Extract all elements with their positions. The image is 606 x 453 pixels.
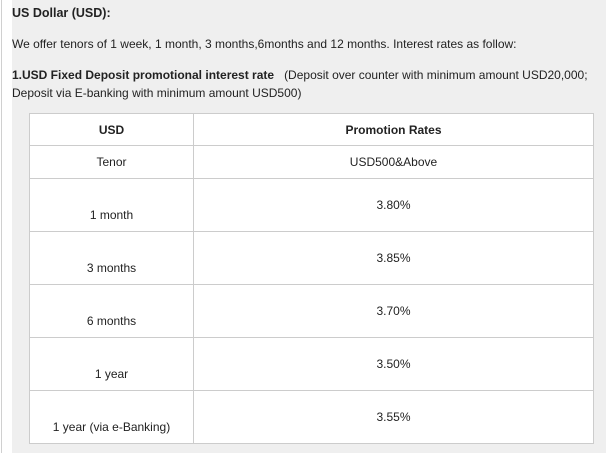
table-header-row: USD Promotion Rates — [29, 113, 594, 146]
table-row: 3 months 3.85% — [29, 231, 594, 285]
subsection-heading: 1.USD Fixed Deposit promotional interest… — [12, 68, 275, 82]
header-usd: USD — [29, 113, 194, 146]
header-promotion-rates: Promotion Rates — [193, 113, 594, 146]
tenor-cell: 1 year — [29, 337, 194, 391]
subsection-note: (Deposit over counter with minimum amoun… — [12, 68, 588, 100]
table-row: 1 year 3.50% — [29, 337, 594, 391]
intro-text: We offer tenors of 1 week, 1 month, 3 mo… — [12, 37, 517, 51]
table-row: 6 months 3.70% — [29, 284, 594, 338]
table-row: 1 month 3.80% — [29, 178, 594, 232]
rate-cell: 3.80% — [193, 178, 594, 232]
rate-cell: 3.55% — [193, 390, 594, 444]
subheader-tenor: Tenor — [29, 145, 194, 179]
tenor-cell: 1 month — [29, 178, 194, 232]
content-panel: US Dollar (USD): We offer tenors of 1 we… — [12, 0, 606, 453]
rate-cell: 3.70% — [193, 284, 594, 338]
rates-table: USD Promotion Rates Tenor USD500&Above 1… — [29, 113, 594, 444]
table-row: 1 year (via e-Banking) 3.55% — [29, 390, 594, 444]
tenor-cell: 6 months — [29, 284, 194, 338]
subheader-amount: USD500&Above — [193, 145, 594, 179]
subsection: 1.USD Fixed Deposit promotional interest… — [12, 66, 602, 102]
rate-cell: 3.85% — [193, 231, 594, 285]
left-border — [1, 0, 2, 453]
tenor-cell: 3 months — [29, 231, 194, 285]
table-subheader-row: Tenor USD500&Above — [29, 145, 594, 179]
section-title: US Dollar (USD): — [12, 6, 111, 20]
tenor-cell: 1 year (via e-Banking) — [29, 390, 194, 444]
rate-cell: 3.50% — [193, 337, 594, 391]
